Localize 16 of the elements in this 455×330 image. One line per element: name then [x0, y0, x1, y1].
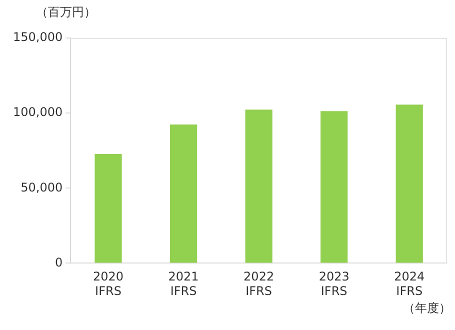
bar [396, 104, 423, 263]
y-axis-title: （百万円） [36, 4, 96, 21]
y-tick-label: 100,000 [13, 105, 63, 120]
y-tick-label: 0 [54, 255, 63, 270]
x-tick-label: 2021 IFRS [168, 270, 199, 298]
y-tick-label: 50,000 [20, 180, 63, 194]
x-tick-label: 2024 IFRS [394, 270, 425, 298]
x-tick-label: 2023 IFRS [318, 270, 350, 298]
bar [320, 111, 348, 263]
bar [245, 110, 272, 263]
bar [94, 154, 122, 263]
x-tick-label: 2020 IFRS [92, 270, 124, 298]
x-tick-label: 2022 IFRS [244, 270, 274, 298]
bar [170, 124, 198, 263]
y-tick-label: 150,000 [13, 30, 63, 44]
x-axis-title: （年度） [403, 300, 451, 317]
